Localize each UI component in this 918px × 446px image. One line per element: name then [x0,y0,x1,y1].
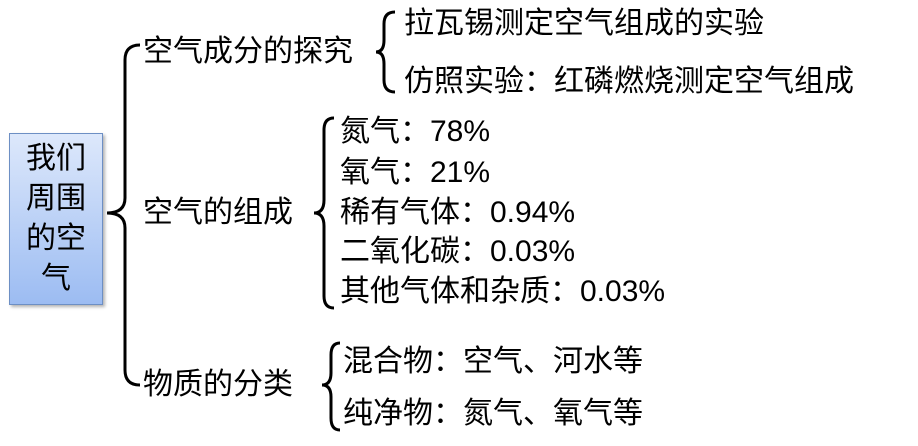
leaf-pure: 纯净物：氮气、氧气等 [343,397,643,430]
branch-exploration: 空气成分的探究 [143,35,353,68]
brace-classification [321,341,341,432]
leaf-co2: 二氧化碳：0.03% [340,235,576,268]
leaf-nitrogen: 氮气：78% [340,115,491,148]
root-node: 我们周围的空气 [9,133,103,305]
root-label: 我们周围的空气 [26,142,86,295]
brace-exploration [375,10,396,94]
branch-composition: 空气的组成 [143,196,293,229]
main-brace [106,43,141,387]
branch-classification: 物质的分类 [143,368,293,401]
leaf-noble-gas: 稀有气体：0.94% [340,196,576,229]
leaf-lavoisier: 拉瓦锡测定空气组成的实验 [404,7,764,40]
leaf-others: 其他气体和杂质：0.03% [340,275,666,308]
leaf-mixture: 混合物：空气、河水等 [343,345,643,378]
leaf-oxygen: 氧气：21% [340,156,491,189]
brace-composition [313,116,335,310]
leaf-imitation: 仿照实验：红磷燃烧测定空气组成 [404,65,854,98]
